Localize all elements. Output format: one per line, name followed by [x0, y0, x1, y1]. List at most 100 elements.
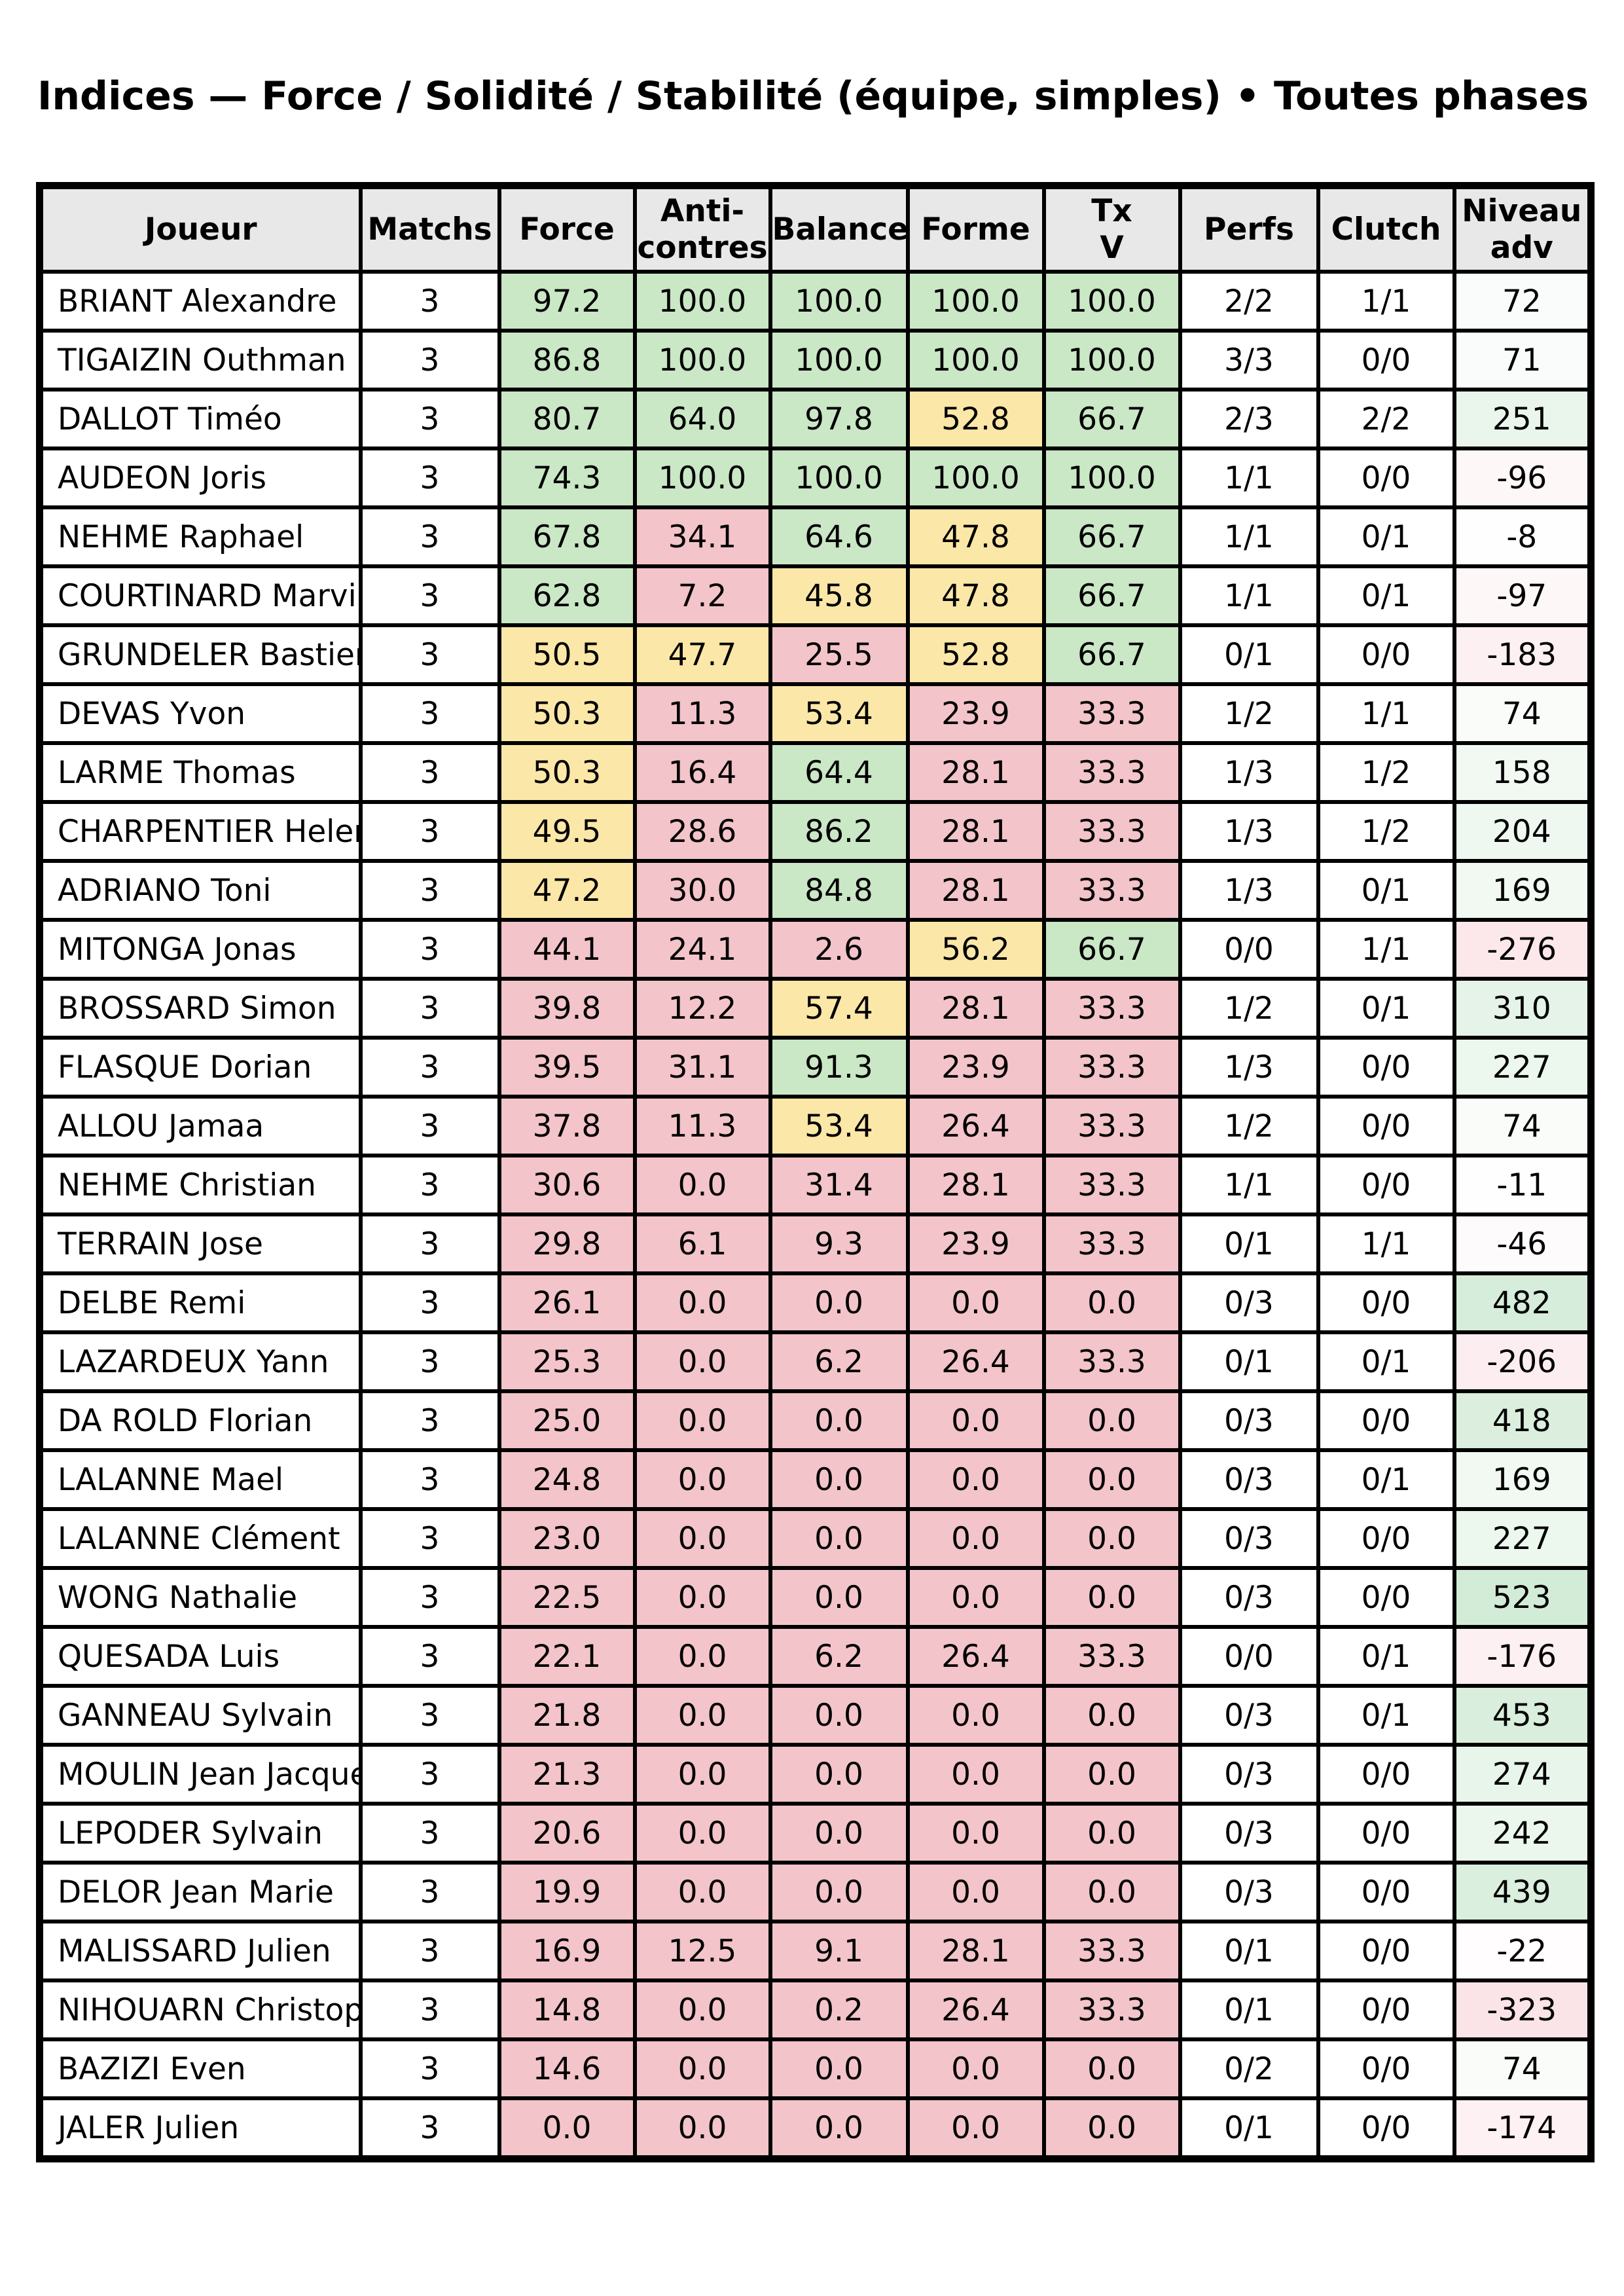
cell-joueur: ADRIANO Toni [37, 859, 363, 922]
cell-joueur: COURTINARD Marvin [37, 564, 363, 627]
cell-force: 39.8 [497, 977, 637, 1040]
cell-balance: 0.0 [768, 2037, 910, 2100]
cell-matchs: 3 [358, 918, 501, 981]
cell-anti-contres: 0.0 [632, 1448, 772, 1511]
cell-clutch: 0/0 [1316, 1271, 1456, 1334]
cell-forme: 28.1 [905, 1920, 1046, 1982]
cell-anti-contres: 12.5 [632, 1920, 772, 1982]
cell-force: 62.8 [497, 564, 637, 627]
cell-matchs: 3 [358, 977, 501, 1040]
cell-clutch: 0/0 [1316, 1861, 1456, 1923]
cell-forme: 0.0 [905, 1507, 1046, 1570]
cell-niveau-adv: 251 [1452, 388, 1593, 450]
cell-niveau-adv: -22 [1452, 1920, 1593, 1982]
cell-forme: 100.0 [905, 329, 1046, 392]
cell-balance: 57.4 [768, 977, 910, 1040]
cell-tx-v: 0.0 [1041, 1389, 1182, 1452]
cell-niveau-adv: 227 [1452, 1507, 1593, 1570]
cell-matchs: 3 [358, 270, 501, 333]
cell-forme: 52.8 [905, 388, 1046, 450]
cell-matchs: 3 [358, 623, 501, 686]
table-row: COURTINARD Marvin 3 62.8 7.2 45.8 47.8 66.7 1/1… [37, 564, 1593, 627]
cell-anti-contres: 34.1 [632, 505, 772, 568]
cell-forme: 0.0 [905, 1566, 1046, 1629]
cell-balance: 9.3 [768, 1212, 910, 1275]
cell-anti-contres: 31.1 [632, 1036, 772, 1099]
cell-perfs: 0/0 [1178, 918, 1320, 981]
cell-tx-v: 0.0 [1041, 1507, 1182, 1570]
cell-clutch: 0/0 [1316, 446, 1456, 509]
cell-matchs: 3 [358, 1095, 501, 1157]
cell-tx-v: 33.3 [1041, 1978, 1182, 2041]
cell-forme: 52.8 [905, 623, 1046, 686]
cell-force: 49.5 [497, 800, 637, 863]
cell-forme: 0.0 [905, 1271, 1046, 1334]
cell-niveau-adv: 482 [1452, 1271, 1593, 1334]
cell-clutch: 0/0 [1316, 1389, 1456, 1452]
cell-matchs: 3 [358, 329, 501, 392]
cell-balance: 64.4 [768, 741, 910, 804]
cell-matchs: 3 [358, 2096, 501, 2161]
cell-matchs: 3 [358, 388, 501, 450]
cell-matchs: 3 [358, 1978, 501, 2041]
cell-perfs: 0/1 [1178, 623, 1320, 686]
cell-balance: 6.2 [768, 1625, 910, 1688]
cell-force: 39.5 [497, 1036, 637, 1099]
cell-joueur: AUDEON Joris [37, 446, 363, 509]
cell-tx-v: 0.0 [1041, 1743, 1182, 1806]
cell-niveau-adv: -97 [1452, 564, 1593, 627]
table-row: BAZIZI Even 3 14.6 0.0 0.0 0.0 0.0 0/2 0/0 74 [37, 2037, 1593, 2100]
cell-balance: 25.5 [768, 623, 910, 686]
cell-force: 14.6 [497, 2037, 637, 2100]
cell-perfs: 0/1 [1178, 1330, 1320, 1393]
cell-balance: 100.0 [768, 446, 910, 509]
cell-forme: 26.4 [905, 1095, 1046, 1157]
cell-joueur: LARME Thomas [37, 741, 363, 804]
cell-perfs: 1/1 [1178, 1154, 1320, 1216]
cell-perfs: 0/3 [1178, 1271, 1320, 1334]
cell-clutch: 0/0 [1316, 1036, 1456, 1099]
cell-forme: 26.4 [905, 1625, 1046, 1688]
col-header-force: Force [497, 183, 637, 274]
cell-joueur: DELOR Jean Marie [37, 1861, 363, 1923]
cell-clutch: 0/0 [1316, 1920, 1456, 1982]
cell-matchs: 3 [358, 1802, 501, 1865]
cell-matchs: 3 [358, 1389, 501, 1452]
cell-joueur: LALANNE Mael [37, 1448, 363, 1511]
cell-joueur: CHARPENTIER Helene [37, 800, 363, 863]
cell-forme: 0.0 [905, 2037, 1046, 2100]
cell-force: 24.8 [497, 1448, 637, 1511]
cell-anti-contres: 12.2 [632, 977, 772, 1040]
table-row: TIGAIZIN Outhman 3 86.8 100.0 100.0 100.0 100.… [37, 329, 1593, 392]
cell-joueur: NIHOUARN Christophe [37, 1978, 363, 2041]
cell-forme: 23.9 [905, 1036, 1046, 1099]
cell-joueur: ALLOU Jamaa [37, 1095, 363, 1157]
cell-force: 19.9 [497, 1861, 637, 1923]
cell-anti-contres: 11.3 [632, 1095, 772, 1157]
cell-tx-v: 0.0 [1041, 1566, 1182, 1629]
cell-force: 97.2 [497, 270, 637, 333]
cell-forme: 0.0 [905, 1684, 1046, 1747]
cell-anti-contres: 0.0 [632, 2096, 772, 2161]
cell-forme: 0.0 [905, 1389, 1046, 1452]
cell-force: 50.3 [497, 741, 637, 804]
table-row: LALANNE Mael 3 24.8 0.0 0.0 0.0 0.0 0/3 0/1 169 [37, 1448, 1593, 1511]
cell-balance: 97.8 [768, 388, 910, 450]
cell-tx-v: 0.0 [1041, 1861, 1182, 1923]
cell-tx-v: 33.3 [1041, 1095, 1182, 1157]
cell-niveau-adv: -96 [1452, 446, 1593, 509]
cell-forme: 0.0 [905, 1448, 1046, 1511]
cell-balance: 0.0 [768, 1448, 910, 1511]
cell-anti-contres: 6.1 [632, 1212, 772, 1275]
cell-forme: 0.0 [905, 1861, 1046, 1923]
cell-balance: 100.0 [768, 329, 910, 392]
cell-matchs: 3 [358, 1507, 501, 1570]
col-header-niveau-adv: Niveau adv [1452, 183, 1593, 274]
cell-clutch: 0/0 [1316, 329, 1456, 392]
cell-anti-contres: 0.0 [632, 1507, 772, 1570]
cell-matchs: 3 [358, 1330, 501, 1393]
table-header: Joueur Matchs Force Anti- contres Balanc… [37, 183, 1593, 274]
cell-joueur: MALISSARD Julien [37, 1920, 363, 1982]
cell-matchs: 3 [358, 1566, 501, 1629]
cell-clutch: 0/1 [1316, 1684, 1456, 1747]
